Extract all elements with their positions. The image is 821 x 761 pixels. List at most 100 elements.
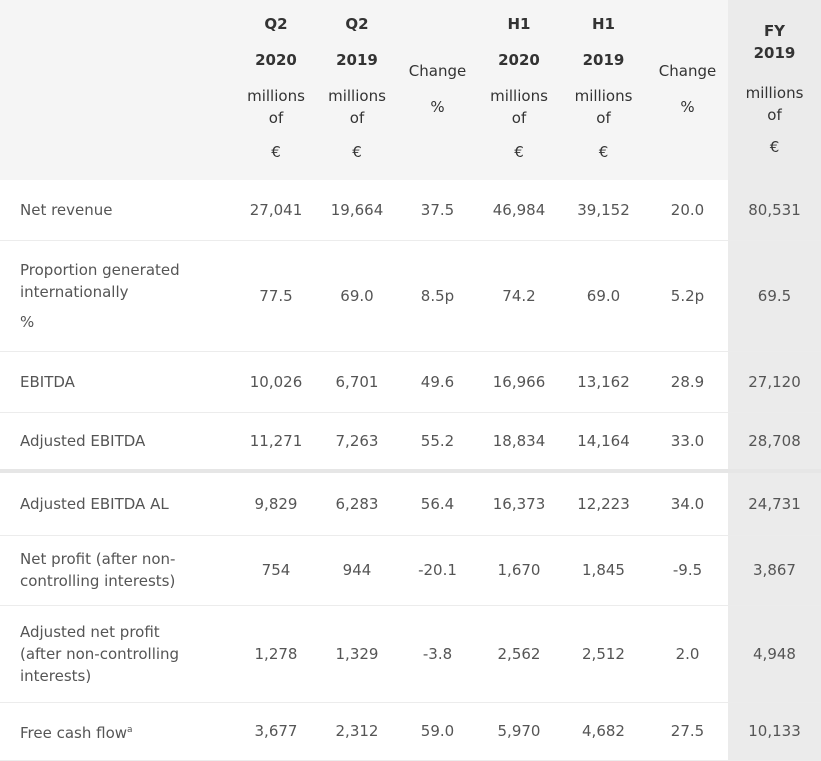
period-label: Q2 bbox=[345, 15, 369, 33]
value-cell: 74.2 bbox=[478, 240, 560, 352]
percent-label: % bbox=[680, 98, 695, 116]
table-row: Free cash flowa 3,677 2,312 59.0 5,970 4… bbox=[0, 702, 821, 761]
value-cell: 49.6 bbox=[397, 351, 478, 413]
row-label: Adjusted net profit (after non-controlli… bbox=[0, 605, 235, 703]
header-change-h1: Change % bbox=[647, 0, 728, 180]
value-cell: 2.0 bbox=[647, 605, 728, 703]
value-cell: 12,223 bbox=[560, 471, 647, 536]
unit-label: millions of bbox=[574, 87, 633, 127]
value-cell: 754 bbox=[235, 535, 317, 606]
value-cell: 69.0 bbox=[560, 240, 647, 352]
currency-label: € bbox=[769, 138, 780, 156]
year-label: 2020 bbox=[255, 51, 297, 69]
value-cell: -20.1 bbox=[397, 535, 478, 606]
value-cell: 46,984 bbox=[478, 180, 560, 241]
table-row: EBITDA 10,026 6,701 49.6 16,966 13,162 2… bbox=[0, 351, 821, 413]
value-cell: 69.0 bbox=[317, 240, 397, 352]
value-cell: 77.5 bbox=[235, 240, 317, 352]
value-cell: 1,670 bbox=[478, 535, 560, 606]
value-cell: 56.4 bbox=[397, 471, 478, 536]
value-cell: 944 bbox=[317, 535, 397, 606]
header-row: Q2 2020 millions of € Q2 2019 millions o… bbox=[0, 0, 821, 180]
value-cell: 5.2p bbox=[647, 240, 728, 352]
value-cell: 2,312 bbox=[317, 702, 397, 761]
period-label: H1 bbox=[592, 15, 615, 33]
value-cell: 6,701 bbox=[317, 351, 397, 413]
period-label: H1 bbox=[507, 15, 531, 33]
change-label: Change bbox=[408, 62, 467, 80]
value-cell: 39,152 bbox=[560, 180, 647, 241]
value-cell: 5,970 bbox=[478, 702, 560, 761]
row-label: Adjusted EBITDA bbox=[0, 412, 235, 473]
value-cell: 19,664 bbox=[317, 180, 397, 241]
value-cell: 20.0 bbox=[647, 180, 728, 241]
header-fy-2019: FY 2019 millions of € bbox=[728, 0, 821, 180]
value-cell: 14,164 bbox=[560, 412, 647, 473]
value-cell: -3.8 bbox=[397, 605, 478, 703]
currency-label: € bbox=[271, 143, 281, 161]
value-cell: 10,133 bbox=[728, 702, 821, 761]
unit-label: millions of bbox=[328, 87, 386, 127]
row-label: Free cash flowa bbox=[0, 702, 235, 761]
value-cell: 80,531 bbox=[728, 180, 821, 241]
footnote-marker[interactable]: a bbox=[127, 724, 133, 735]
currency-label: € bbox=[598, 143, 609, 161]
value-cell: 18,834 bbox=[478, 412, 560, 473]
value-cell: 10,026 bbox=[235, 351, 317, 413]
value-cell: 2,512 bbox=[560, 605, 647, 703]
row-label: Net profit (after non-controlling intere… bbox=[0, 535, 235, 606]
value-cell: 34.0 bbox=[647, 471, 728, 536]
row-label: Adjusted EBITDA AL bbox=[0, 471, 235, 536]
row-unit: % bbox=[20, 312, 35, 331]
table-row: Proportion generated internationally % 7… bbox=[0, 240, 821, 352]
table-row: Adjusted EBITDA AL 9,829 6,283 56.4 16,3… bbox=[0, 471, 821, 536]
row-label: Proportion generated internationally % bbox=[0, 240, 235, 352]
value-cell: 27.5 bbox=[647, 702, 728, 761]
value-cell: 27,120 bbox=[728, 351, 821, 413]
value-cell: 9,829 bbox=[235, 471, 317, 536]
table-row: Net revenue 27,041 19,664 37.5 46,984 39… bbox=[0, 180, 821, 241]
value-cell: 1,845 bbox=[560, 535, 647, 606]
table-row: Net profit (after non-controlling intere… bbox=[0, 535, 821, 606]
header-h1-2020: H1 2020 millions of € bbox=[478, 0, 560, 180]
value-cell: 16,966 bbox=[478, 351, 560, 413]
header-change-q2: Change % bbox=[397, 0, 478, 180]
value-cell: 11,271 bbox=[235, 412, 317, 473]
header-empty-cell bbox=[0, 0, 235, 180]
header-h1-2019: H1 2019 millions of € bbox=[560, 0, 647, 180]
value-cell: 4,682 bbox=[560, 702, 647, 761]
period-label: FY bbox=[763, 22, 786, 40]
value-cell: 16,373 bbox=[478, 471, 560, 536]
unit-label: millions of bbox=[247, 87, 305, 127]
value-cell: 59.0 bbox=[397, 702, 478, 761]
value-cell: 28,708 bbox=[728, 412, 821, 473]
value-cell: 24,731 bbox=[728, 471, 821, 536]
value-cell: 7,263 bbox=[317, 412, 397, 473]
change-label: Change bbox=[658, 62, 717, 80]
unit-label: millions of bbox=[490, 87, 548, 127]
row-label-text: Proportion generated internationally bbox=[20, 260, 180, 301]
percent-label: % bbox=[430, 98, 445, 116]
value-cell: 69.5 bbox=[728, 240, 821, 352]
value-cell: 28.9 bbox=[647, 351, 728, 413]
row-label: Net revenue bbox=[0, 180, 235, 241]
value-cell: 13,162 bbox=[560, 351, 647, 413]
unit-label: millions of bbox=[745, 84, 804, 124]
value-cell: 55.2 bbox=[397, 412, 478, 473]
value-cell: 1,329 bbox=[317, 605, 397, 703]
value-cell: 3,867 bbox=[728, 535, 821, 606]
currency-label: € bbox=[514, 143, 524, 161]
value-cell: 8.5p bbox=[397, 240, 478, 352]
value-cell: 1,278 bbox=[235, 605, 317, 703]
value-cell: 27,041 bbox=[235, 180, 317, 241]
currency-label: € bbox=[352, 143, 362, 161]
value-cell: 33.0 bbox=[647, 412, 728, 473]
year-label: 2019 bbox=[336, 51, 378, 69]
value-cell: 4,948 bbox=[728, 605, 821, 703]
value-cell: -9.5 bbox=[647, 535, 728, 606]
header-q2-2019: Q2 2019 millions of € bbox=[317, 0, 397, 180]
year-label: 2019 bbox=[753, 44, 796, 62]
table-row: Adjusted net profit (after non-controlli… bbox=[0, 605, 821, 703]
value-cell: 3,677 bbox=[235, 702, 317, 761]
